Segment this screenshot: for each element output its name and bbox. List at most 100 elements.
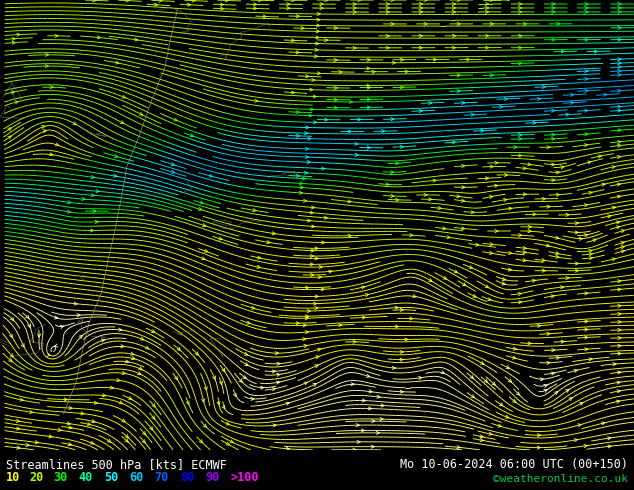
FancyArrowPatch shape bbox=[405, 70, 408, 73]
FancyArrowPatch shape bbox=[612, 166, 615, 169]
FancyArrowPatch shape bbox=[372, 445, 374, 448]
FancyArrowPatch shape bbox=[566, 276, 569, 280]
FancyArrowPatch shape bbox=[462, 227, 465, 230]
FancyArrowPatch shape bbox=[311, 225, 314, 228]
FancyArrowPatch shape bbox=[518, 293, 521, 295]
FancyArrowPatch shape bbox=[199, 440, 202, 443]
FancyArrowPatch shape bbox=[299, 191, 302, 195]
FancyArrowPatch shape bbox=[391, 118, 394, 121]
FancyArrowPatch shape bbox=[523, 246, 526, 249]
FancyArrowPatch shape bbox=[434, 58, 437, 61]
FancyArrowPatch shape bbox=[555, 252, 559, 255]
FancyArrowPatch shape bbox=[92, 419, 95, 422]
FancyArrowPatch shape bbox=[585, 77, 588, 80]
FancyArrowPatch shape bbox=[514, 146, 517, 148]
FancyArrowPatch shape bbox=[618, 70, 621, 73]
FancyArrowPatch shape bbox=[471, 395, 474, 398]
FancyArrowPatch shape bbox=[126, 435, 129, 438]
FancyArrowPatch shape bbox=[519, 6, 522, 9]
FancyArrowPatch shape bbox=[571, 101, 574, 104]
FancyArrowPatch shape bbox=[358, 0, 361, 1]
FancyArrowPatch shape bbox=[368, 407, 372, 410]
FancyArrowPatch shape bbox=[314, 121, 316, 124]
FancyArrowPatch shape bbox=[386, 6, 389, 9]
FancyArrowPatch shape bbox=[113, 174, 117, 177]
FancyArrowPatch shape bbox=[419, 6, 422, 9]
FancyArrowPatch shape bbox=[255, 99, 258, 102]
FancyArrowPatch shape bbox=[480, 435, 483, 438]
FancyArrowPatch shape bbox=[618, 352, 621, 355]
FancyArrowPatch shape bbox=[115, 154, 118, 157]
FancyArrowPatch shape bbox=[618, 74, 621, 76]
FancyArrowPatch shape bbox=[557, 193, 560, 196]
FancyArrowPatch shape bbox=[296, 111, 299, 114]
FancyArrowPatch shape bbox=[462, 101, 465, 104]
FancyArrowPatch shape bbox=[261, 386, 264, 389]
FancyArrowPatch shape bbox=[386, 10, 389, 14]
FancyArrowPatch shape bbox=[306, 286, 309, 289]
FancyArrowPatch shape bbox=[54, 344, 58, 347]
FancyArrowPatch shape bbox=[372, 70, 375, 73]
FancyArrowPatch shape bbox=[574, 369, 578, 372]
FancyArrowPatch shape bbox=[418, 376, 422, 379]
FancyArrowPatch shape bbox=[542, 259, 545, 262]
FancyArrowPatch shape bbox=[142, 440, 145, 443]
FancyArrowPatch shape bbox=[82, 197, 85, 200]
FancyArrowPatch shape bbox=[523, 259, 526, 262]
FancyArrowPatch shape bbox=[396, 198, 399, 201]
Text: Streamlines 500 hPa [kts] ECMWF: Streamlines 500 hPa [kts] ECMWF bbox=[6, 458, 227, 471]
FancyArrowPatch shape bbox=[618, 129, 621, 132]
FancyArrowPatch shape bbox=[8, 136, 11, 139]
FancyArrowPatch shape bbox=[508, 268, 512, 271]
FancyArrowPatch shape bbox=[203, 424, 207, 427]
FancyArrowPatch shape bbox=[150, 426, 153, 430]
FancyArrowPatch shape bbox=[486, 10, 489, 13]
FancyArrowPatch shape bbox=[456, 195, 460, 197]
FancyArrowPatch shape bbox=[618, 89, 621, 92]
FancyArrowPatch shape bbox=[307, 310, 310, 313]
FancyArrowPatch shape bbox=[424, 194, 427, 196]
FancyArrowPatch shape bbox=[386, 183, 389, 186]
FancyArrowPatch shape bbox=[103, 394, 106, 397]
FancyArrowPatch shape bbox=[131, 357, 135, 360]
FancyArrowPatch shape bbox=[462, 186, 465, 189]
Text: ©weatheronline.co.uk: ©weatheronline.co.uk bbox=[493, 474, 628, 484]
FancyArrowPatch shape bbox=[315, 295, 318, 298]
FancyArrowPatch shape bbox=[372, 419, 375, 422]
FancyArrowPatch shape bbox=[245, 363, 248, 366]
FancyArrowPatch shape bbox=[325, 39, 328, 42]
FancyArrowPatch shape bbox=[28, 324, 30, 327]
FancyArrowPatch shape bbox=[485, 285, 489, 288]
FancyArrowPatch shape bbox=[508, 379, 512, 382]
FancyArrowPatch shape bbox=[304, 132, 307, 135]
FancyArrowPatch shape bbox=[481, 362, 484, 365]
FancyArrowPatch shape bbox=[552, 137, 555, 141]
FancyArrowPatch shape bbox=[37, 334, 41, 337]
FancyArrowPatch shape bbox=[612, 258, 616, 261]
FancyArrowPatch shape bbox=[254, 7, 257, 10]
FancyArrowPatch shape bbox=[555, 236, 559, 239]
FancyArrowPatch shape bbox=[621, 230, 624, 233]
FancyArrowPatch shape bbox=[302, 177, 305, 180]
FancyArrowPatch shape bbox=[299, 182, 302, 185]
FancyArrowPatch shape bbox=[138, 372, 141, 374]
FancyArrowPatch shape bbox=[101, 339, 105, 342]
FancyArrowPatch shape bbox=[589, 358, 592, 361]
FancyArrowPatch shape bbox=[120, 345, 124, 348]
FancyArrowPatch shape bbox=[73, 122, 76, 124]
FancyArrowPatch shape bbox=[358, 118, 361, 121]
FancyArrowPatch shape bbox=[134, 38, 138, 41]
FancyArrowPatch shape bbox=[355, 142, 358, 146]
FancyArrowPatch shape bbox=[589, 253, 592, 256]
FancyArrowPatch shape bbox=[366, 374, 370, 377]
Text: 20: 20 bbox=[30, 471, 44, 484]
FancyArrowPatch shape bbox=[310, 254, 313, 258]
FancyArrowPatch shape bbox=[495, 229, 498, 233]
FancyArrowPatch shape bbox=[367, 86, 370, 89]
FancyArrowPatch shape bbox=[226, 422, 230, 425]
FancyArrowPatch shape bbox=[540, 378, 543, 381]
FancyArrowPatch shape bbox=[300, 186, 303, 189]
FancyArrowPatch shape bbox=[353, 6, 356, 9]
FancyArrowPatch shape bbox=[122, 371, 126, 374]
FancyArrowPatch shape bbox=[585, 336, 588, 339]
